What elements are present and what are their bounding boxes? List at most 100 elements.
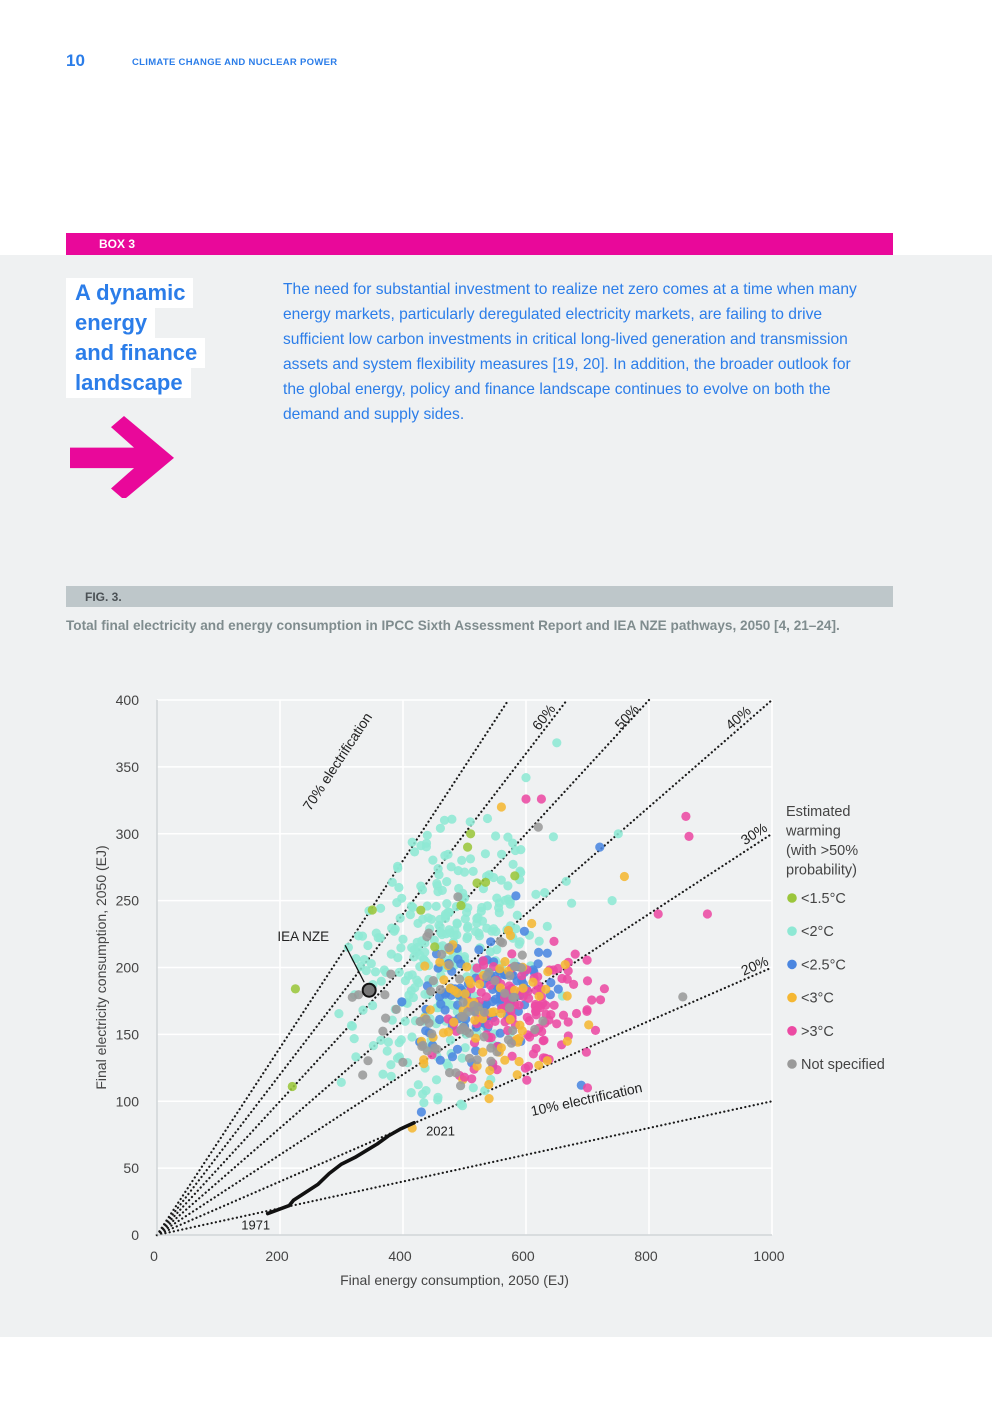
scatter-point [346, 1020, 356, 1031]
scatter-point [557, 973, 567, 984]
scatter-point [467, 1074, 477, 1084]
y-tick-label: 300 [116, 826, 140, 842]
scatter-point [561, 876, 571, 886]
scatter-point [472, 963, 482, 973]
scatter-point [429, 935, 439, 945]
scatter-point [430, 942, 440, 952]
scatter-point [478, 956, 488, 966]
scatter-point [434, 870, 444, 880]
scatter-point [416, 1107, 426, 1117]
scatter-point [428, 976, 438, 986]
scatter-point [538, 1016, 548, 1026]
scatter-points [287, 738, 713, 1133]
scatter-point [549, 936, 559, 947]
scatter-point [521, 794, 531, 804]
scatter-point [404, 990, 414, 1000]
scatter-point [453, 892, 463, 902]
scatter-point [474, 945, 484, 955]
scatter-point [607, 896, 617, 906]
scatter-point [518, 983, 528, 993]
scatter-point [492, 893, 502, 903]
right-arrow-icon [70, 416, 174, 498]
legend-title-line: Estimated [786, 804, 850, 820]
scatter-point [445, 1035, 456, 1045]
scatter-point [443, 849, 453, 860]
box-title-line: landscape [66, 368, 191, 398]
scatter-point [375, 933, 385, 943]
scatter-point [517, 950, 527, 960]
y-tick-label: 0 [131, 1227, 139, 1243]
scatter-point [396, 943, 406, 953]
scatter-point [534, 991, 544, 1001]
scatter-point [458, 1012, 469, 1022]
scatter-point [530, 1024, 540, 1035]
scatter-point [462, 962, 472, 972]
scatter-point [439, 815, 450, 825]
scatter-point [534, 1060, 544, 1070]
y-tick-label: 100 [116, 1093, 140, 1109]
scatter-point [472, 1061, 482, 1071]
x-tick-label: 0 [150, 1248, 158, 1264]
scatter-point [571, 1008, 582, 1019]
scatter-point [358, 1070, 368, 1080]
scatter-point [599, 984, 610, 994]
scatter-point [533, 822, 543, 832]
scatter-point [433, 887, 443, 897]
scatter-point [562, 1036, 572, 1046]
scatter-point [381, 1013, 391, 1023]
scatter-point [435, 823, 445, 833]
scatter-point [553, 984, 563, 994]
scatter-point [484, 1019, 494, 1030]
y-axis-label: Final electricity consumption, 2050 (EJ) [93, 845, 109, 1089]
scatter-point [490, 976, 500, 986]
scatter-point [433, 1095, 443, 1105]
scatter-point [496, 1008, 506, 1019]
scatter-point [386, 969, 396, 979]
scatter-point [477, 916, 488, 926]
scatter-point [465, 854, 476, 864]
scatter-point [359, 955, 369, 965]
scatter-point [500, 988, 510, 998]
scatter-point [416, 905, 426, 915]
scatter-point [484, 1079, 494, 1090]
scatter-point [422, 830, 432, 840]
scatter-point [508, 992, 518, 1003]
scatter-point [476, 906, 486, 916]
historical-path: 1971 2021 [241, 1120, 455, 1233]
scatter-point [508, 1025, 518, 1036]
scatter-point [442, 899, 452, 909]
scatter-point [418, 1089, 428, 1099]
legend-entry: <1.5°C [801, 891, 846, 907]
legend-swatch [787, 1059, 797, 1069]
scatter-point [496, 875, 506, 885]
scatter-point [562, 991, 572, 1001]
scatter-point [378, 1026, 388, 1036]
reference-line [155, 1100, 774, 1237]
scatter-point [368, 1041, 378, 1051]
scatter-point [481, 992, 491, 1002]
y-tick-label: 350 [116, 759, 140, 775]
x-tick-label: 200 [265, 1248, 289, 1264]
scatter-point [366, 959, 376, 969]
scatter-point [334, 1009, 344, 1019]
scatter-point [420, 947, 430, 957]
scatter-point [480, 849, 490, 859]
scatter-point [528, 977, 538, 987]
scatter-point [486, 937, 496, 947]
scatter-point [481, 877, 491, 887]
scatter-point [463, 842, 473, 852]
scatter-point [449, 1017, 459, 1027]
scatter-point [445, 1068, 455, 1078]
scatter-point [590, 1025, 601, 1035]
scatter-point [363, 940, 373, 951]
scatter-point [456, 1025, 466, 1035]
scatter-point [376, 976, 386, 986]
scatter-point [440, 1005, 450, 1015]
scatter-point [485, 947, 496, 957]
reference-line [155, 698, 510, 1237]
scatter-point [512, 910, 522, 920]
scatter-point [417, 885, 428, 895]
scatter-point [653, 909, 663, 919]
scatter-point [428, 855, 438, 865]
scatter-point [500, 957, 510, 967]
